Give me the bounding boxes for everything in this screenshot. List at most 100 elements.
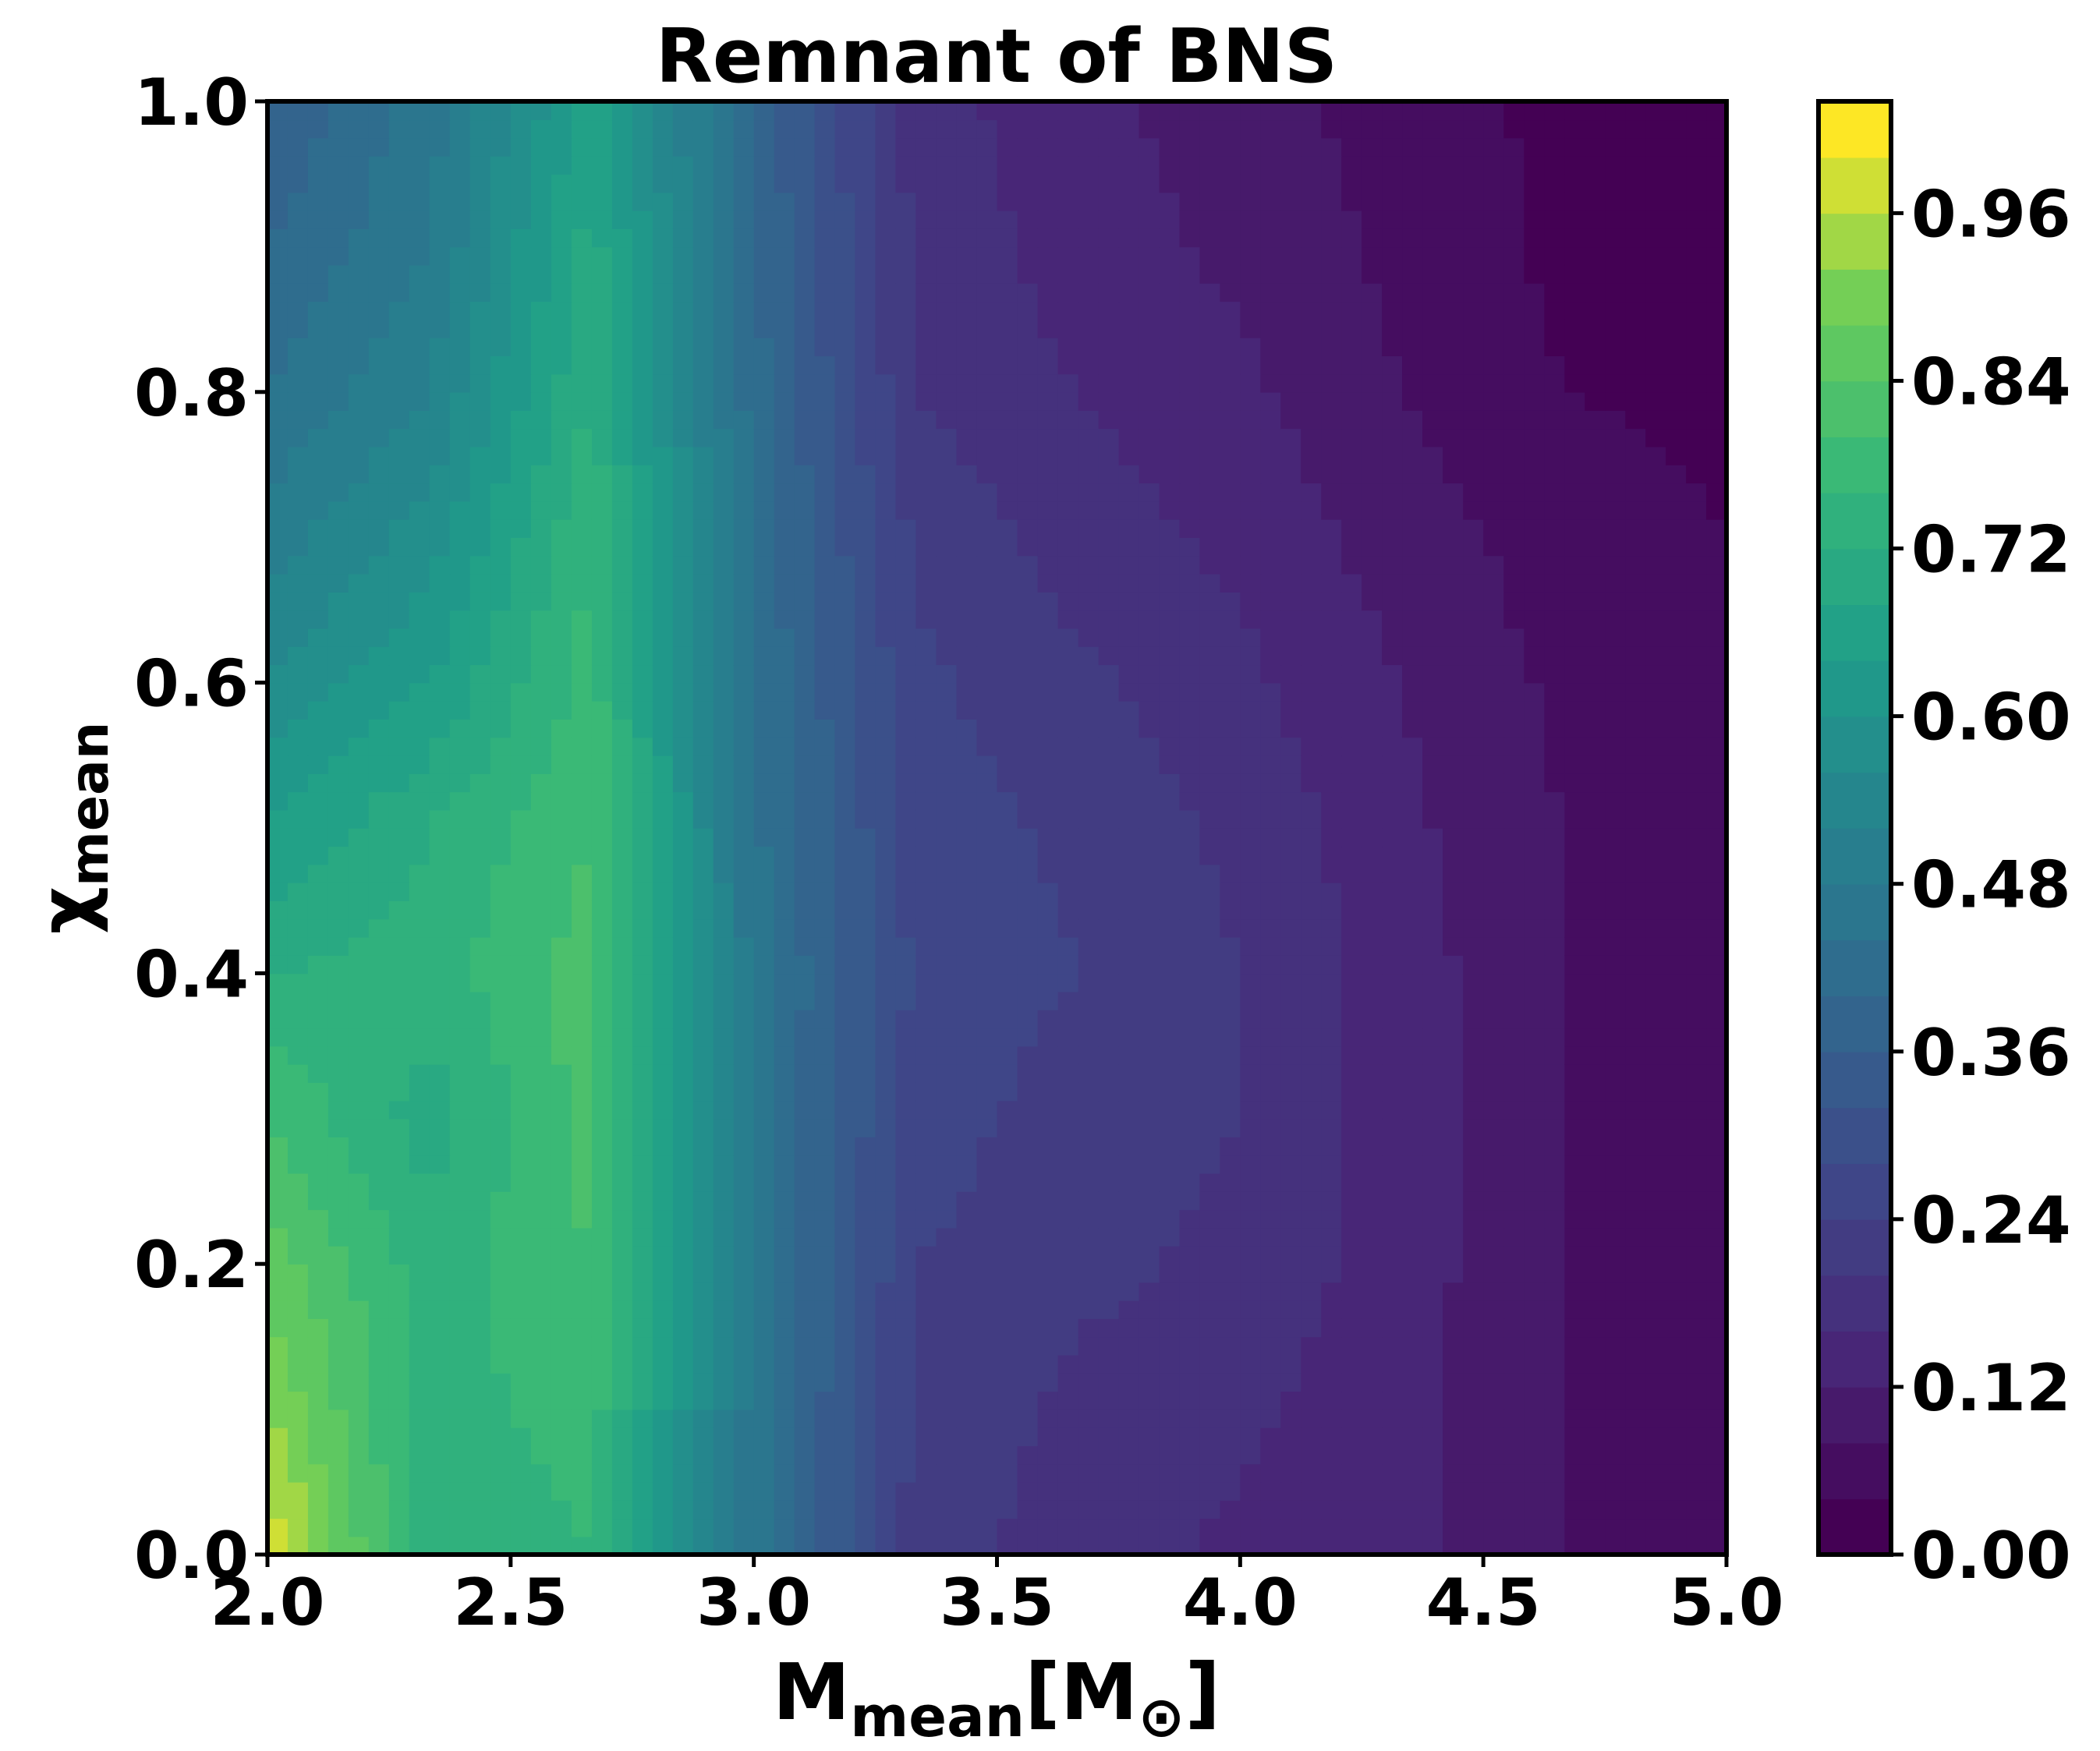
contour-cell — [1098, 391, 1120, 411]
contour-cell — [611, 555, 633, 575]
contour-cell — [449, 1173, 471, 1192]
contour-cell — [368, 1118, 390, 1137]
contour-cell — [490, 1300, 512, 1319]
contour-cell — [1402, 1282, 1423, 1301]
contour-cell — [1585, 1336, 1606, 1356]
contour-cell — [1139, 973, 1160, 992]
contour-cell — [895, 1155, 917, 1174]
contour-cell — [1159, 410, 1181, 430]
contour-cell — [1706, 936, 1727, 956]
contour-cell — [1402, 973, 1423, 992]
contour-cell — [1260, 1318, 1282, 1338]
contour-cell — [915, 465, 937, 484]
contour-cell — [834, 1300, 856, 1319]
contour-cell — [1625, 1336, 1646, 1356]
contour-cell — [328, 955, 349, 975]
contour-cell — [1341, 592, 1362, 611]
contour-cell — [753, 1118, 775, 1137]
contour-cell — [1179, 1373, 1201, 1392]
contour-cell — [814, 1191, 836, 1211]
contour-cell — [449, 1137, 471, 1156]
contour-cell — [1301, 1481, 1322, 1501]
contour-cell — [368, 1336, 390, 1356]
contour-cell — [571, 446, 593, 465]
contour-cell — [1078, 991, 1100, 1010]
contour-cell — [1159, 1045, 1181, 1065]
contour-cell — [551, 1373, 572, 1392]
contour-cell — [1605, 1137, 1626, 1156]
contour-cell — [1625, 483, 1646, 502]
contour-cell — [1078, 391, 1100, 411]
contour-cell — [1037, 283, 1059, 302]
contour-cell — [1260, 592, 1282, 611]
contour-cell — [530, 1427, 552, 1446]
contour-cell — [571, 1354, 593, 1374]
contour-cell — [753, 1481, 775, 1501]
contour-cell — [449, 246, 471, 266]
contour-cell — [1341, 446, 1362, 465]
contour-cell — [1463, 719, 1484, 738]
contour-cell — [1078, 773, 1100, 793]
contour-cell — [1483, 936, 1505, 956]
contour-cell — [1686, 809, 1707, 829]
contour-cell — [1341, 1118, 1362, 1137]
contour-cell — [1118, 610, 1140, 629]
contour-cell — [1443, 791, 1464, 811]
contour-cell — [1199, 410, 1221, 430]
contour-cell — [348, 700, 370, 720]
contour-cell — [267, 1318, 289, 1338]
contour-cell — [591, 1227, 613, 1247]
contour-cell — [753, 664, 775, 684]
contour-cell — [1382, 955, 1403, 975]
contour-cell — [855, 755, 876, 774]
contour-cell — [672, 773, 694, 793]
contour-cell — [1260, 1118, 1282, 1137]
contour-cell — [1017, 936, 1039, 956]
contour-cell — [713, 592, 735, 611]
contour-cell — [429, 246, 451, 266]
contour-cell — [713, 1063, 735, 1083]
contour-cell — [409, 1100, 430, 1120]
contour-cell — [1159, 1028, 1181, 1047]
contour-cell — [814, 1245, 836, 1265]
contour-cell — [1362, 1227, 1383, 1247]
contour-cell — [267, 864, 289, 883]
contour-cell — [713, 1500, 735, 1519]
contour-cell — [1645, 537, 1666, 557]
contour-cell — [1220, 1282, 1241, 1301]
contour-cell — [429, 410, 451, 430]
contour-cell — [1686, 391, 1707, 411]
contour-cell — [1199, 628, 1221, 647]
contour-cell — [1139, 1518, 1160, 1537]
contour-cell — [1362, 973, 1383, 992]
contour-cell — [551, 1264, 572, 1283]
contour-cell — [1483, 700, 1505, 720]
contour-cell — [571, 1063, 593, 1083]
contour-cell — [976, 1391, 998, 1410]
contour-cell — [1139, 1082, 1160, 1102]
contour-cell — [571, 955, 593, 975]
contour-cell — [834, 246, 856, 266]
contour-cell — [1098, 955, 1120, 975]
contour-cell — [834, 1391, 856, 1410]
contour-cell — [1706, 1373, 1727, 1392]
contour-cell — [1666, 446, 1687, 465]
contour-cell — [551, 555, 572, 575]
contour-cell — [1645, 882, 1666, 901]
contour-cell — [997, 1300, 1018, 1319]
contour-cell — [875, 1427, 897, 1446]
contour-cell — [753, 319, 775, 338]
contour-cell — [591, 446, 613, 465]
contour-cell — [956, 537, 978, 557]
contour-cell — [510, 428, 532, 447]
contour-cell — [936, 356, 958, 375]
contour-cell — [1078, 1282, 1100, 1301]
contour-cell — [692, 646, 714, 666]
contour-cell — [469, 973, 491, 992]
contour-cell — [895, 1173, 917, 1192]
contour-cell — [1199, 1427, 1221, 1446]
contour-cell — [875, 1118, 897, 1137]
contour-cell — [490, 501, 512, 520]
contour-cell — [976, 501, 998, 520]
contour-cell — [1625, 646, 1646, 666]
